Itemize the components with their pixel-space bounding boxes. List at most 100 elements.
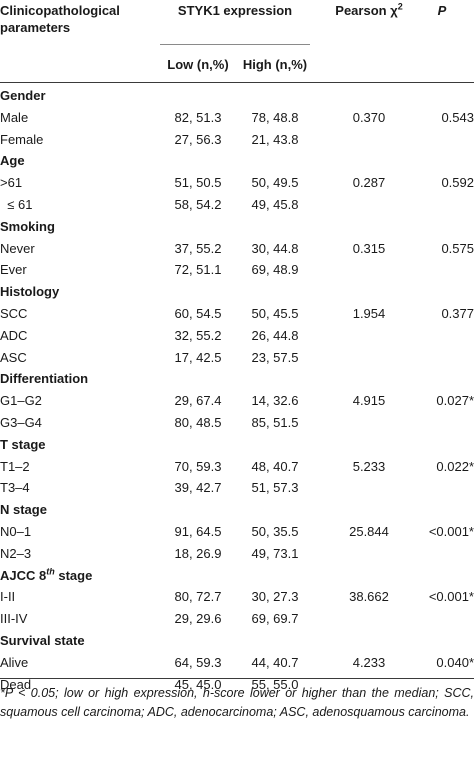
table-row: ADC 32, 55.2 26, 44.8: [0, 325, 474, 347]
row-label-text: Never: [0, 240, 35, 256]
row-label-text: AJCC 8: [0, 567, 47, 583]
cell-low: 17, 42.5: [174, 349, 222, 365]
row-label: T3–4: [0, 477, 160, 499]
table-row: T1–2 70, 59.3 48, 40.7 5.233 0.022*: [0, 456, 474, 478]
group-header-row: T stage: [0, 434, 474, 456]
cell-low: 39, 42.7: [174, 480, 222, 496]
header-pearson-chi2: Pearson χ2: [330, 2, 408, 19]
table-row: G1–G2 29, 67.4 14, 32.6 4.915 0.027*: [0, 390, 474, 412]
row-label-sup: th: [46, 566, 55, 577]
cell-p-value: <0.001*: [428, 523, 474, 539]
cell-high: 50, 35.5: [251, 523, 299, 539]
row-label-text: SCC: [0, 305, 28, 321]
cell-high: 30, 27.3: [251, 589, 299, 605]
cell-low: 82, 51.3: [174, 109, 222, 125]
row-label: SCC: [0, 303, 160, 325]
cell-chi2: 25.844: [349, 523, 389, 539]
cell-low: 91, 64.5: [174, 523, 222, 539]
table-row: ASC 17, 42.5 23, 57.5: [0, 347, 474, 369]
footer-rule: [0, 678, 474, 679]
row-label: N0–1: [0, 521, 160, 543]
group-label: Gender: [0, 85, 160, 107]
row-label: Male: [0, 107, 160, 129]
group-label: Histology: [0, 281, 160, 303]
row-label-text: Survival state: [0, 632, 85, 648]
table-row: N2–3 18, 26.9 49, 73.1: [0, 543, 474, 565]
cell-p-value: 0.543: [441, 109, 474, 125]
cell-p-value: 0.022*: [436, 458, 474, 474]
table-row: I-II 80, 72.7 30, 27.3 38.662 <0.001*: [0, 586, 474, 608]
row-label: Never: [0, 238, 160, 260]
row-label-text: Dead: [0, 676, 32, 692]
cell-p-value: 0.377: [441, 305, 474, 321]
table-row: III-IV 29, 29.6 69, 69.7: [0, 608, 474, 630]
group-header-row: N stage: [0, 499, 474, 521]
row-label-text: G3–G4: [0, 414, 42, 430]
cell-high: 23, 57.5: [251, 349, 299, 365]
cell-chi2: 5.233: [352, 458, 386, 474]
row-label-text: Female: [0, 131, 44, 147]
row-label-suffix: stage: [54, 567, 93, 583]
cell-high: 44, 40.7: [251, 654, 299, 670]
cell-high: 50, 49.5: [251, 175, 299, 191]
group-header-row: Gender: [0, 85, 474, 107]
header-styk1-expression: STYK1 expression: [177, 3, 293, 18]
row-label-text: Gender: [0, 88, 46, 103]
group-header-row: Age: [0, 150, 474, 172]
row-label: G1–G2: [0, 390, 160, 412]
cell-low: 80, 72.7: [174, 589, 222, 605]
cell-low: 60, 54.5: [174, 305, 222, 321]
cell-low: 51, 50.5: [174, 175, 222, 191]
cell-p-value: <0.001*: [428, 589, 474, 605]
cell-low: 18, 26.9: [174, 545, 222, 561]
cell-high: 49, 45.8: [251, 196, 299, 212]
header-high: High (n,%): [242, 57, 308, 72]
table-row: >61 51, 50.5 50, 49.5 0.287 0.592: [0, 172, 474, 194]
group-header-row: Smoking: [0, 216, 474, 238]
row-label: ADC: [0, 325, 160, 347]
row-label-text: ≤ 61: [0, 196, 33, 212]
group-label: Smoking: [0, 216, 160, 238]
table-row: Never 37, 55.2 30, 44.8 0.315 0.575: [0, 238, 474, 260]
group-label: Differentiation: [0, 368, 160, 390]
table-row: SCC 60, 54.5 50, 45.5 1.954 0.377: [0, 303, 474, 325]
header-p-value: P: [437, 3, 447, 18]
cell-chi2: 4.233: [352, 654, 386, 670]
row-label: Ever: [0, 259, 160, 281]
header-pearson-label: Pearson χ: [335, 3, 398, 18]
cell-high: 26, 44.8: [251, 327, 299, 343]
row-label: T1–2: [0, 456, 160, 478]
cell-high: 48, 40.7: [251, 458, 299, 474]
row-label-text: Male: [0, 109, 29, 125]
cell-chi2: 1.954: [352, 305, 386, 321]
row-label: N2–3: [0, 543, 160, 565]
table-row: Alive 64, 59.3 44, 40.7 4.233 0.040*: [0, 652, 474, 674]
row-label-text: G1–G2: [0, 393, 42, 409]
table-body: Gender Male 82, 51.3 78, 48.8 0.370 0.543 Fema…: [0, 85, 474, 695]
cell-chi2: 0.315: [352, 240, 386, 256]
row-label: I-II: [0, 586, 160, 608]
row-label-text: ASC: [0, 349, 27, 365]
table-row: Male 82, 51.3 78, 48.8 0.370 0.543: [0, 107, 474, 129]
cell-high: 14, 32.6: [251, 393, 299, 409]
row-label-text: ADC: [0, 327, 28, 343]
row-label-text: Differentiation: [0, 371, 89, 387]
table-row: Female 27, 56.3 21, 43.8: [0, 129, 474, 151]
cell-low: 58, 54.2: [174, 196, 222, 212]
group-label: N stage: [0, 499, 160, 521]
cell-low: 27, 56.3: [174, 131, 222, 147]
cell-low: 32, 55.2: [174, 327, 222, 343]
cell-low: 37, 55.2: [174, 240, 222, 256]
cell-high: 78, 48.8: [251, 109, 299, 125]
table-row: T3–4 39, 42.7 51, 57.3: [0, 477, 474, 499]
cell-high: 50, 45.5: [251, 305, 299, 321]
row-label: >61: [0, 172, 160, 194]
row-label: Female: [0, 129, 160, 151]
table-row: Ever 72, 51.1 69, 48.9: [0, 259, 474, 281]
cell-high: 51, 57.3: [251, 480, 299, 496]
header-subrule: [160, 44, 310, 45]
cell-chi2: 0.370: [352, 109, 386, 125]
row-label-text: Age: [0, 153, 25, 169]
row-label: G3–G4: [0, 412, 160, 434]
row-label-text: Smoking: [0, 218, 55, 234]
